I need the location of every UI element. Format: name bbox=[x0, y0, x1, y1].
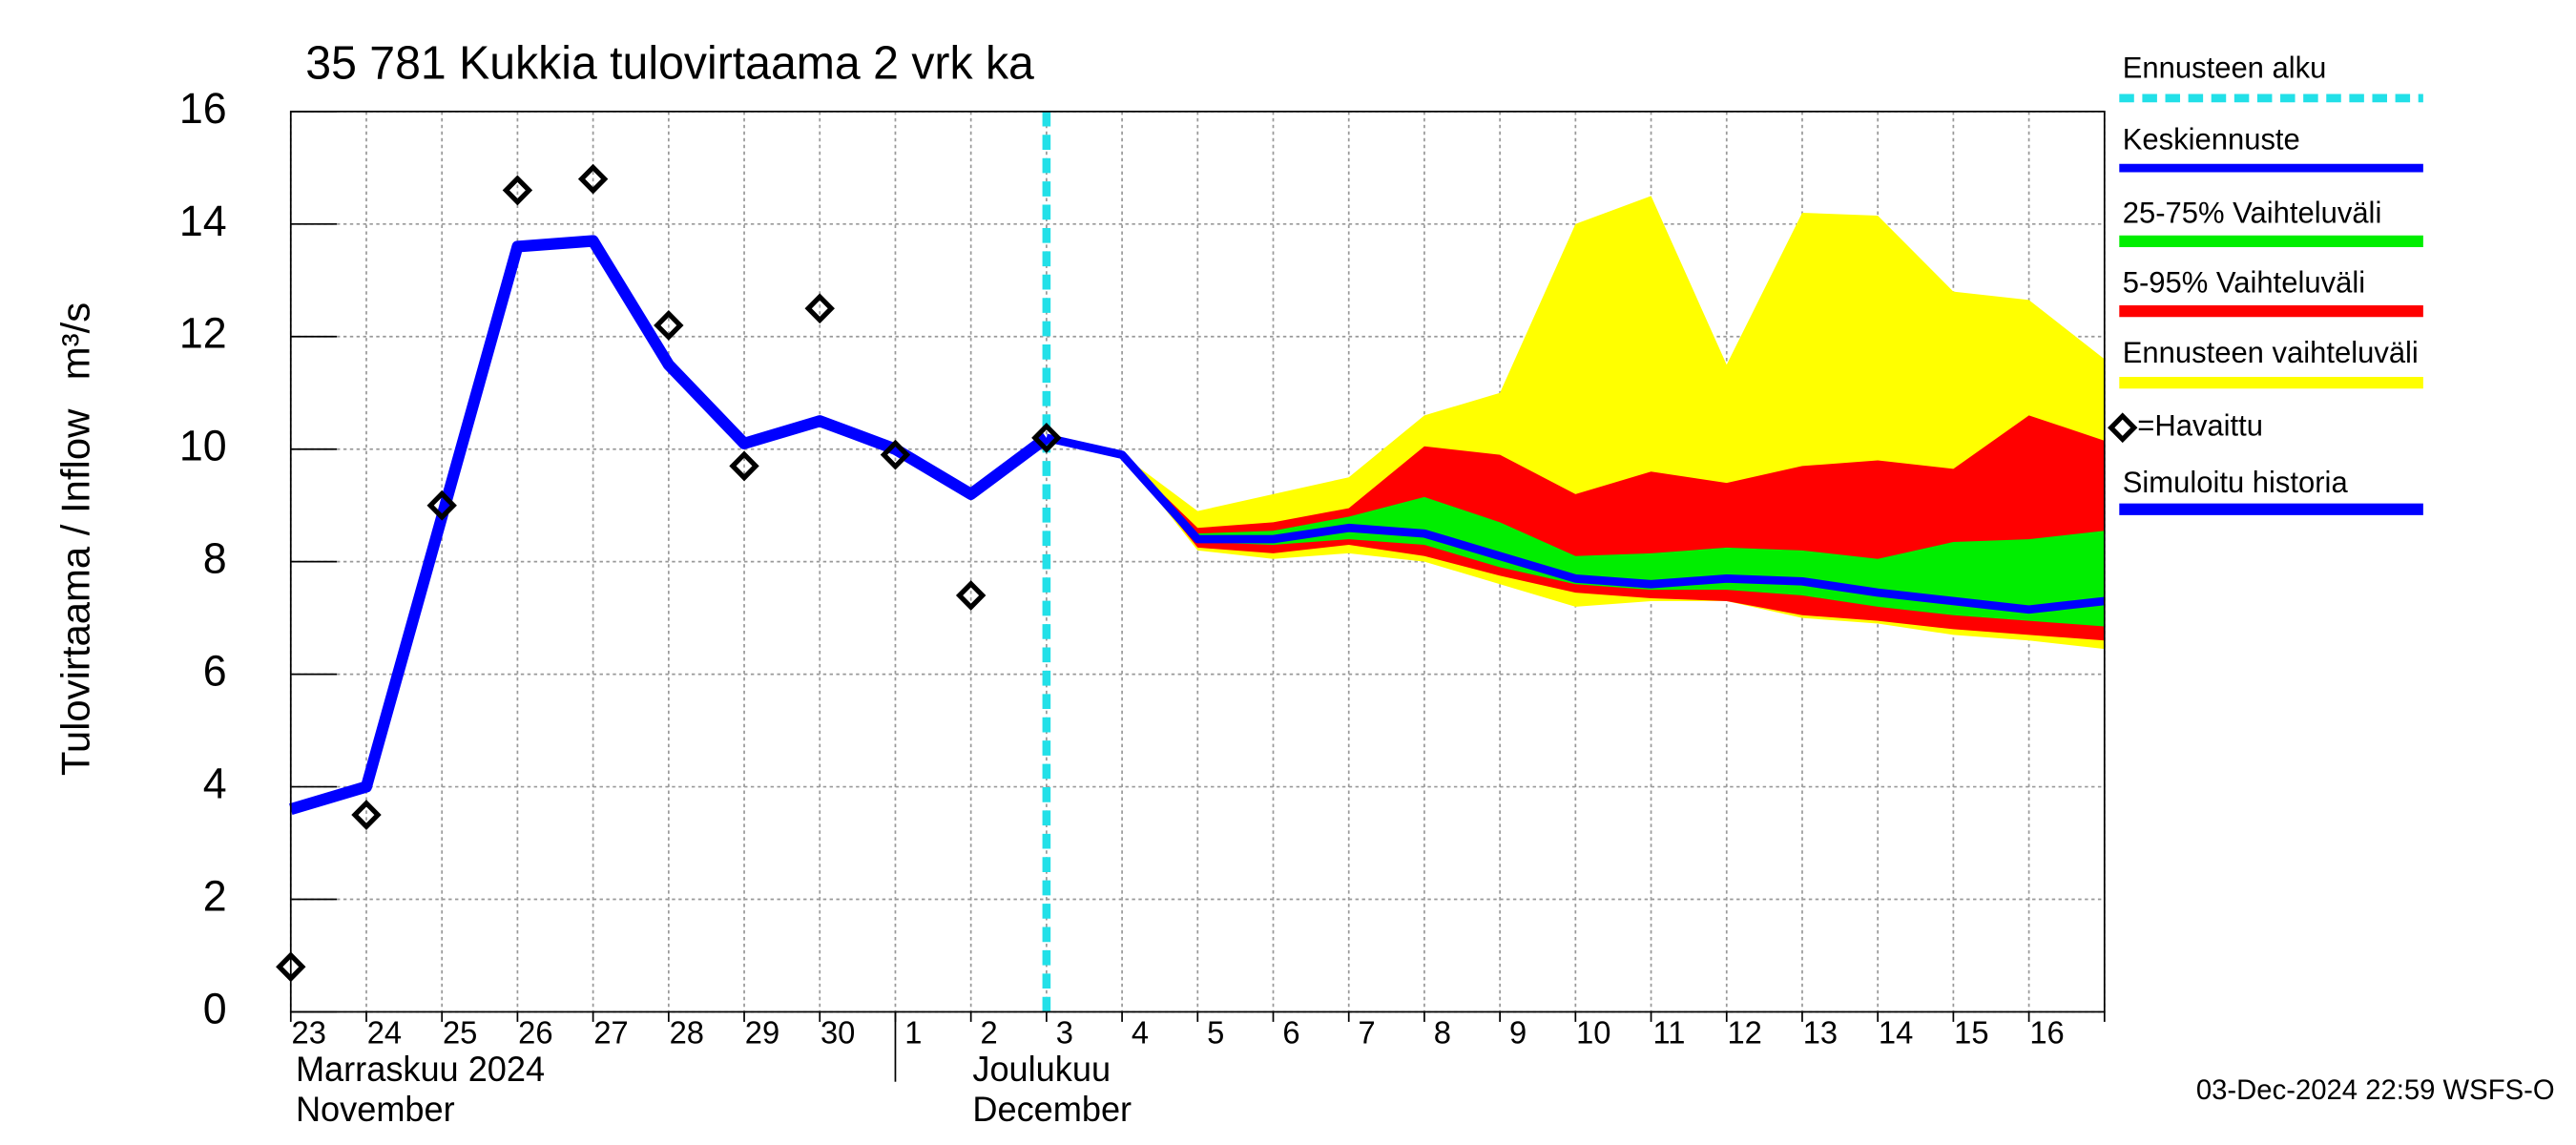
x-tick-label: 10 bbox=[1576, 1014, 1610, 1050]
observed-marker bbox=[804, 293, 835, 324]
y-axis-unit: m³/s bbox=[53, 302, 98, 380]
footer: 03-Dec-2024 22:59 WSFS-O bbox=[2196, 1074, 2555, 1106]
series-line bbox=[1045, 433, 2106, 614]
legend-label: Ennusteen alku bbox=[2123, 51, 2327, 84]
x-tick-label: 14 bbox=[1879, 1014, 1913, 1050]
x-tick-label: 24 bbox=[367, 1014, 402, 1050]
y-tick-label: 14 bbox=[179, 197, 227, 245]
x-tick-label: 12 bbox=[1728, 1014, 1762, 1050]
legend-label: Simuloitu historia bbox=[2123, 466, 2349, 499]
x-tick-label: 29 bbox=[745, 1014, 779, 1050]
month-label: December bbox=[972, 1090, 1132, 1129]
x-tick-label: 13 bbox=[1803, 1014, 1838, 1050]
y-tick-label: 6 bbox=[203, 646, 227, 695]
y-tick-label: 10 bbox=[179, 421, 227, 469]
observed-marker bbox=[654, 310, 684, 341]
y-tick-label: 16 bbox=[179, 84, 227, 133]
x-tick-label: 30 bbox=[821, 1014, 855, 1050]
series-line bbox=[289, 235, 1050, 816]
legend-label: =Havaittu bbox=[2137, 408, 2263, 442]
observed-marker bbox=[880, 439, 911, 470]
plot-frame bbox=[289, 110, 2106, 1013]
legend-swatch bbox=[2108, 412, 2138, 444]
legend-label: Ennusteen vaihteluväli bbox=[2123, 336, 2419, 369]
x-tick-label: 7 bbox=[1359, 1014, 1376, 1050]
y-tick-label: 2 bbox=[203, 871, 227, 920]
y-tick-label: 0 bbox=[203, 984, 227, 1032]
band bbox=[1046, 437, 2105, 627]
legend-label: 25-75% Vaihteluväli bbox=[2123, 196, 2382, 229]
chart-title: 35 781 Kukkia tulovirtaama 2 vrk ka bbox=[305, 37, 1034, 89]
x-tick-label: 16 bbox=[2029, 1014, 2064, 1050]
x-tick-label: 3 bbox=[1056, 1014, 1073, 1050]
y-tick-label: 4 bbox=[203, 759, 227, 807]
x-tick-label: 6 bbox=[1282, 1014, 1299, 1050]
y-axis-label: Tulovirtaama / Inflow bbox=[53, 408, 98, 776]
y-tick-label: 8 bbox=[203, 533, 227, 582]
month-label: Joulukuu bbox=[972, 1050, 1111, 1089]
x-tick-label: 8 bbox=[1434, 1014, 1451, 1050]
observed-marker bbox=[955, 580, 987, 611]
observed-marker bbox=[1031, 423, 1062, 453]
x-tick-label: 15 bbox=[1954, 1014, 1988, 1050]
x-tick-label: 11 bbox=[1653, 1014, 1686, 1050]
x-tick-label: 27 bbox=[593, 1014, 628, 1050]
legend-label: Keskiennuste bbox=[2123, 122, 2300, 156]
observed-marker bbox=[577, 163, 609, 195]
month-label: Marraskuu 2024 bbox=[296, 1050, 545, 1089]
x-tick-label: 9 bbox=[1509, 1014, 1527, 1050]
x-tick-label: 1 bbox=[904, 1014, 922, 1050]
x-tick-label: 28 bbox=[670, 1014, 704, 1050]
x-tick-label: 4 bbox=[1132, 1014, 1149, 1050]
y-tick-label: 12 bbox=[179, 308, 227, 357]
observed-marker bbox=[426, 489, 457, 521]
month-label: November bbox=[296, 1090, 455, 1129]
observed-marker bbox=[351, 800, 382, 830]
x-tick-label: 26 bbox=[518, 1014, 552, 1050]
observed-marker bbox=[729, 450, 759, 482]
observed-marker bbox=[502, 175, 533, 206]
x-tick-label: 25 bbox=[443, 1014, 477, 1050]
x-tick-label: 5 bbox=[1207, 1014, 1224, 1050]
x-tick-label: 23 bbox=[292, 1014, 326, 1050]
legend-label: 5-95% Vaihteluväli bbox=[2123, 265, 2365, 299]
x-tick-label: 2 bbox=[981, 1014, 998, 1050]
